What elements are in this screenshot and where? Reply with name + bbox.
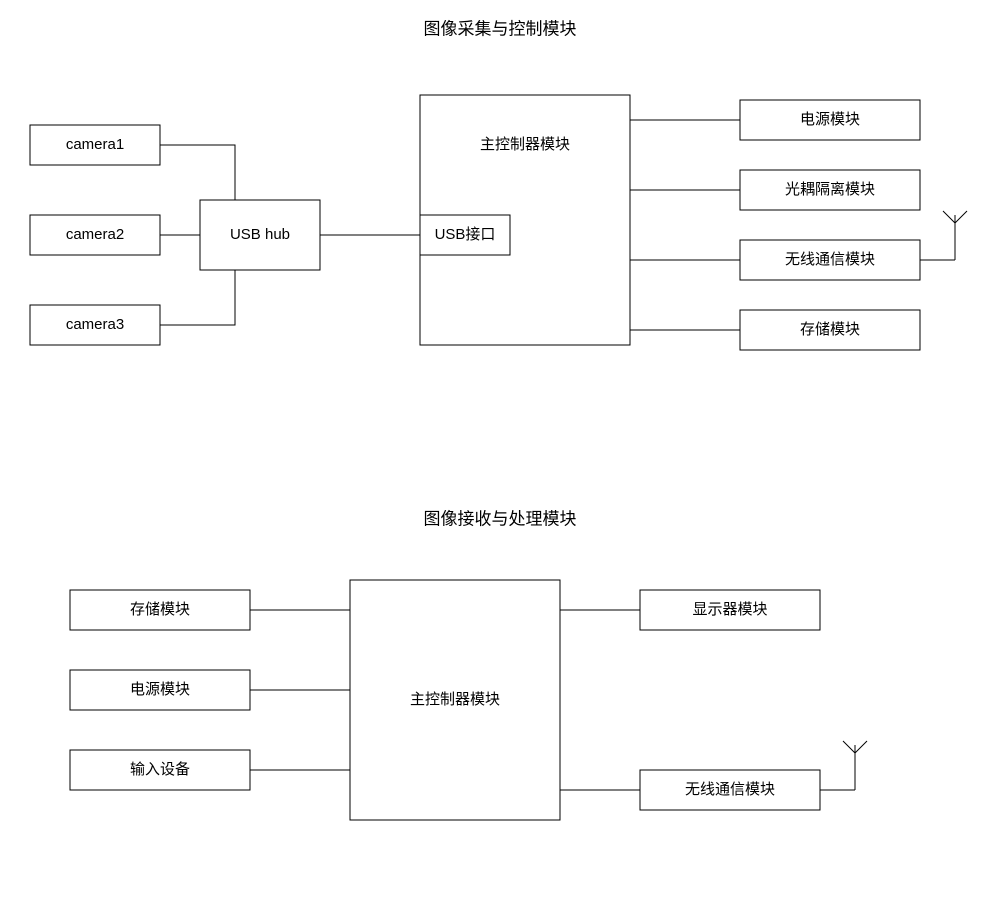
antenna-wing-left bbox=[943, 211, 955, 223]
node-label-wifi2: 无线通信模块 bbox=[685, 781, 775, 798]
edge-cam3-hub bbox=[160, 270, 235, 325]
node-label-opto: 光耦隔离模块 bbox=[785, 181, 875, 198]
block-diagram: 图像采集与控制模块 camera1 camera2 camera3 USB hub 主控制… bbox=[0, 0, 1000, 912]
section-title: 图像采集与控制模块 bbox=[424, 19, 577, 38]
node-label-inp: 输入设备 bbox=[130, 761, 190, 778]
node-label-cam1: camera1 bbox=[66, 136, 124, 153]
node-label-mcu1: 主控制器模块 bbox=[480, 136, 570, 153]
node-label-disp: 显示器模块 bbox=[692, 601, 767, 618]
node-label-stor2: 存储模块 bbox=[130, 601, 190, 618]
node-label-hub: USB hub bbox=[230, 226, 290, 243]
node-label-pwr2: 电源模块 bbox=[130, 681, 190, 698]
edge-cam1-hub bbox=[160, 145, 235, 200]
antenna-wing-right bbox=[855, 741, 867, 753]
node-label-usbp: USB接口 bbox=[435, 226, 496, 243]
node-label-wifi1: 无线通信模块 bbox=[785, 251, 875, 268]
node-label-mcu2: 主控制器模块 bbox=[410, 691, 500, 708]
antenna-wing-right bbox=[955, 211, 967, 223]
node-label-pwr1: 电源模块 bbox=[800, 111, 860, 128]
node-label-cam2: camera2 bbox=[66, 226, 124, 243]
node-label-cam3: camera3 bbox=[66, 316, 124, 333]
section-title: 图像接收与处理模块 bbox=[424, 509, 577, 528]
antenna-wing-left bbox=[843, 741, 855, 753]
node-label-stor1: 存储模块 bbox=[800, 321, 860, 338]
